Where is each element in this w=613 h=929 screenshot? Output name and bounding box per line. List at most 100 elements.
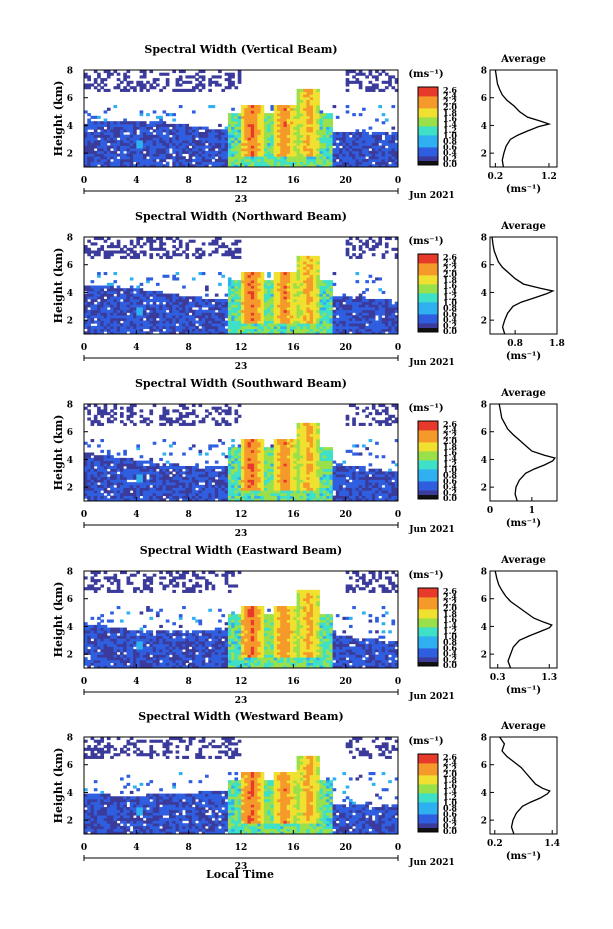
heatmap-cell <box>90 304 95 308</box>
heatmap-cell <box>231 242 235 246</box>
heatmap-cell <box>116 479 121 483</box>
heatmap-cell <box>322 113 327 117</box>
heatmap-cell <box>100 247 105 251</box>
heatmap-cell <box>191 404 196 408</box>
heatmap-cell <box>159 290 163 294</box>
heatmap-cell <box>172 126 176 130</box>
heatmap-cell <box>371 134 376 138</box>
heatmap-cell <box>260 290 265 294</box>
heatmap-cell <box>218 331 222 335</box>
heatmap-cell <box>185 406 190 410</box>
heatmap-cell <box>182 452 186 456</box>
heatmap-cell <box>299 150 304 154</box>
heatmap-cell <box>329 301 333 305</box>
heatmap-cell <box>231 457 235 461</box>
heatmap-cell <box>267 315 271 319</box>
heatmap-cell <box>306 288 311 292</box>
heatmap-cell <box>103 118 108 122</box>
heatmap-cell <box>221 495 226 499</box>
heatmap-cell <box>257 323 262 327</box>
heatmap-cell <box>319 113 324 117</box>
heatmap-cell <box>155 129 160 133</box>
heatmap-cell <box>375 328 379 332</box>
average-x-axis-label: (ms⁻¹) <box>506 184 541 195</box>
heatmap-cell <box>97 148 101 152</box>
heatmap-cell <box>296 277 301 281</box>
heatmap-cell <box>149 123 154 127</box>
heatmap-cell <box>241 455 245 459</box>
heatmap-cell <box>244 121 248 125</box>
heatmap-cell <box>286 307 291 311</box>
heatmap-cell <box>149 158 154 163</box>
heatmap-cell <box>146 123 150 127</box>
heatmap-cell <box>126 296 131 300</box>
heatmap-cell <box>237 323 242 327</box>
heatmap-cell <box>362 129 366 133</box>
heatmap-cell <box>123 468 127 472</box>
heatmap-cell <box>267 150 271 154</box>
heatmap-cell <box>90 83 95 87</box>
heatmap-cell <box>113 406 118 410</box>
heatmap-cell <box>172 307 176 311</box>
heatmap-cell <box>116 465 121 470</box>
heatmap-cell <box>355 80 360 84</box>
heatmap-cell <box>208 134 212 138</box>
heatmap-cell <box>247 272 252 276</box>
heatmap-cell <box>231 298 235 303</box>
heatmap-cell <box>254 317 258 321</box>
heatmap-cell <box>260 110 265 114</box>
y-tick-label: 8 <box>67 67 73 77</box>
heatmap-cell <box>260 156 265 160</box>
heatmap-cell <box>172 420 176 424</box>
heatmap-cell <box>155 142 160 146</box>
heatmap-cell <box>90 476 95 480</box>
heatmap-cell <box>188 80 193 84</box>
heatmap-cell <box>247 465 252 470</box>
heatmap-cell <box>335 296 340 300</box>
heatmap-cell <box>257 150 262 154</box>
heatmap-cell <box>214 304 219 308</box>
heatmap-cell <box>165 495 170 499</box>
heatmap-cell <box>110 307 114 311</box>
heatmap-cell <box>198 137 203 141</box>
heatmap-cell <box>191 158 196 163</box>
heatmap-cell <box>139 164 144 168</box>
heatmap-cell <box>169 293 173 297</box>
heatmap-cell <box>263 293 268 297</box>
heatmap-cell <box>365 320 369 324</box>
heatmap-cell <box>365 304 369 308</box>
heatmap-cell <box>178 70 183 74</box>
heatmap-cell <box>103 412 108 416</box>
heatmap-cell <box>119 487 124 491</box>
heatmap-cell <box>250 110 255 114</box>
heatmap-cell <box>139 317 144 321</box>
heatmap-cell <box>283 137 288 141</box>
heatmap-cell <box>247 148 252 152</box>
heatmap-cell <box>260 323 265 327</box>
heatmap-cell <box>103 455 108 459</box>
heatmap-cell <box>182 285 186 289</box>
heatmap-cell <box>312 105 317 109</box>
heatmap-cell <box>365 328 369 332</box>
heatmap-cell <box>303 298 307 303</box>
heatmap-cell <box>175 272 180 276</box>
heatmap-cell <box>329 317 333 321</box>
heatmap-cell <box>169 142 173 146</box>
heatmap-cell <box>152 492 157 497</box>
heatmap-cell <box>84 148 88 152</box>
heatmap-cell <box>214 83 219 87</box>
heatmap-cell <box>306 110 311 114</box>
heatmap-cell <box>306 261 311 265</box>
heatmap-cell <box>201 253 206 257</box>
heatmap-cell <box>362 153 366 157</box>
heatmap-cell <box>185 495 190 499</box>
heatmap-cell <box>188 304 193 308</box>
heatmap-cell <box>355 164 360 168</box>
heatmap-cell <box>237 129 242 133</box>
heatmap-cell <box>123 156 127 160</box>
heatmap-cell <box>201 156 206 160</box>
heatmap-cell <box>319 301 324 305</box>
heatmap-cell <box>142 307 147 311</box>
heatmap-cell <box>191 137 196 141</box>
heatmap-cell <box>185 123 190 127</box>
